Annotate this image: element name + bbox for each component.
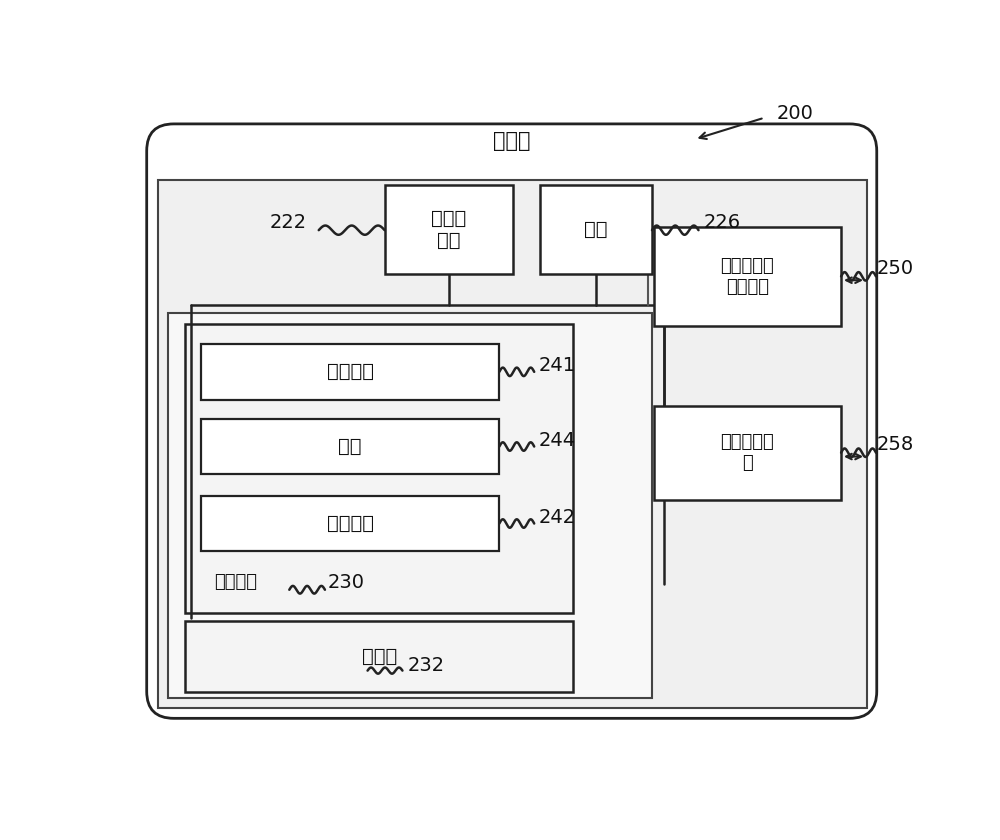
Bar (654, 227, 841, 326)
Bar (540, 186, 652, 274)
Bar (201, 419, 499, 475)
Text: 244: 244 (539, 431, 576, 450)
Bar (185, 622, 573, 692)
Bar (201, 496, 499, 551)
Text: 241: 241 (539, 356, 576, 375)
Bar (158, 180, 867, 707)
Bar (185, 324, 573, 613)
Text: 226: 226 (703, 213, 740, 232)
Bar (654, 406, 841, 500)
Text: 服务器: 服务器 (493, 131, 530, 151)
Text: 258: 258 (877, 435, 914, 454)
FancyBboxPatch shape (147, 124, 877, 718)
Text: 电源: 电源 (584, 220, 608, 239)
Text: 有线或无线
网络接口: 有线或无线 网络接口 (720, 257, 774, 296)
Text: 应用程序: 应用程序 (327, 514, 374, 533)
Text: 操作系统: 操作系统 (327, 362, 374, 381)
Bar (385, 186, 512, 274)
Bar (201, 344, 499, 400)
Text: 232: 232 (407, 656, 444, 675)
Text: 存储器: 存储器 (362, 648, 397, 666)
Text: 242: 242 (539, 508, 576, 527)
Text: 200: 200 (777, 103, 814, 123)
Text: 中央处
理器: 中央处 理器 (431, 209, 466, 250)
Text: 222: 222 (269, 213, 306, 232)
Text: 230: 230 (327, 573, 364, 591)
Text: 输入输出接
口: 输入输出接 口 (720, 433, 774, 472)
Text: 250: 250 (877, 260, 914, 278)
Text: 数据: 数据 (338, 437, 362, 456)
Bar (168, 312, 652, 697)
Text: 存储介质: 存储介质 (214, 573, 257, 591)
